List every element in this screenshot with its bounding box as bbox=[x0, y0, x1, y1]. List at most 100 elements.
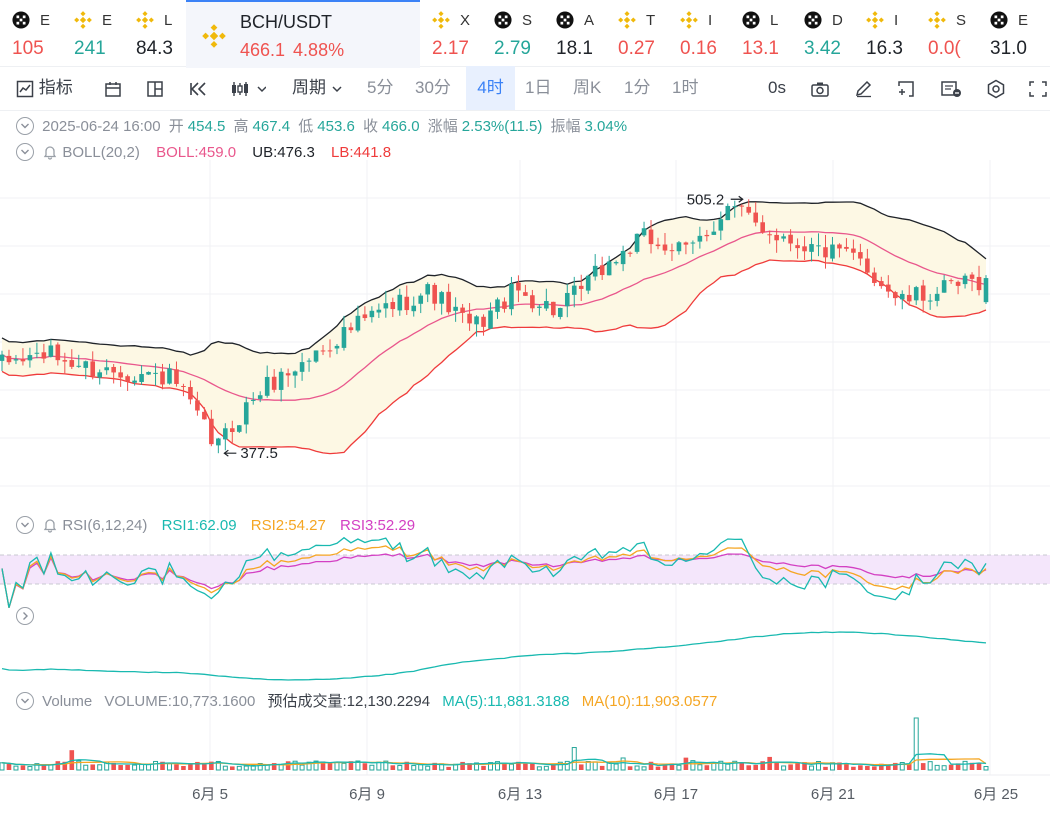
x-tick-label: 6月 17 bbox=[654, 786, 698, 803]
candle bbox=[369, 306, 375, 323]
candle-body bbox=[257, 395, 263, 399]
rsi-collapse-toggle[interactable] bbox=[16, 516, 34, 535]
period-1d[interactable]: 1日 bbox=[525, 78, 552, 97]
ohlc-low-label: 低 bbox=[298, 118, 314, 135]
candle bbox=[181, 383, 186, 397]
candle bbox=[899, 290, 905, 310]
ticker-bch-usdt[interactable]: BCH/USDT 466.1 4.88% bbox=[186, 0, 420, 68]
candle bbox=[20, 348, 26, 366]
candle-body bbox=[725, 205, 731, 221]
period-1w[interactable]: 周K bbox=[573, 78, 602, 97]
candle-body bbox=[285, 373, 291, 376]
volume-bar bbox=[913, 717, 919, 771]
boll-value: BOLL:459.0 bbox=[156, 144, 237, 161]
volume-info-line: Volume VOLUME:10,773.1600 预估成交量:12,130.2… bbox=[16, 691, 721, 713]
candle-body bbox=[530, 295, 535, 309]
candle-body bbox=[83, 361, 89, 368]
add-chart-button[interactable] bbox=[896, 66, 916, 110]
ticker-item[interactable]: I 16.3 bbox=[854, 0, 916, 66]
volume-bar bbox=[872, 766, 877, 770]
bell-icon[interactable] bbox=[42, 144, 58, 160]
ticker-item[interactable]: E 241 bbox=[62, 0, 124, 66]
candle bbox=[969, 272, 975, 292]
candle-body bbox=[509, 283, 514, 310]
volume-bar bbox=[557, 761, 563, 771]
ticker-item[interactable]: I 0.16 bbox=[668, 0, 730, 66]
candle-body bbox=[62, 360, 68, 362]
ticker-item[interactable]: E 31.0 bbox=[978, 0, 1050, 66]
volume-bar bbox=[313, 760, 319, 771]
volume-bar bbox=[369, 764, 375, 771]
ohlc-change-label: 涨幅 bbox=[427, 118, 458, 135]
ticker-price: 16.3 bbox=[866, 38, 903, 59]
volume-bar bbox=[83, 764, 89, 771]
candle-type-button[interactable] bbox=[230, 66, 267, 110]
candle bbox=[285, 368, 291, 387]
candle-body bbox=[111, 366, 116, 373]
candle bbox=[502, 297, 507, 313]
chevron-down-icon bbox=[21, 698, 29, 704]
volume-bar bbox=[467, 763, 472, 770]
candle bbox=[397, 288, 403, 316]
ticker-item[interactable]: L 13.1 bbox=[730, 0, 792, 66]
period-30m[interactable]: 30分 bbox=[415, 78, 451, 97]
ohlc-low: 453.6 bbox=[317, 118, 355, 135]
line-pane-expand-toggle[interactable] bbox=[16, 607, 34, 626]
candle bbox=[62, 352, 68, 374]
ticker-item[interactable]: S 0.0( bbox=[916, 0, 978, 66]
candle-body bbox=[955, 281, 961, 286]
candle-body bbox=[753, 212, 759, 223]
binance-icon bbox=[136, 11, 154, 29]
camera-button[interactable] bbox=[810, 66, 830, 110]
ticker-item[interactable]: E 105 bbox=[0, 0, 62, 66]
calendar-button[interactable] bbox=[104, 66, 122, 110]
bell-icon[interactable] bbox=[42, 517, 58, 533]
volume-collapse-toggle[interactable] bbox=[16, 692, 34, 711]
candle-body bbox=[948, 280, 954, 282]
period-4h[interactable]: 4时 bbox=[466, 66, 515, 110]
candle-body bbox=[229, 428, 235, 432]
settings-button[interactable] bbox=[986, 66, 1006, 110]
candle bbox=[243, 396, 249, 434]
volume-bar bbox=[851, 766, 856, 770]
screenshot-button[interactable] bbox=[940, 66, 962, 110]
ticker-item[interactable]: T 0.27 bbox=[606, 0, 668, 66]
candle-body bbox=[557, 307, 563, 317]
indicators-button[interactable]: 指标 bbox=[16, 66, 73, 110]
ticker-item[interactable]: L 84.3 bbox=[124, 0, 186, 66]
period-1m[interactable]: 1分 bbox=[624, 78, 651, 97]
candle bbox=[676, 241, 682, 255]
candle bbox=[662, 232, 668, 255]
candle bbox=[732, 200, 738, 218]
candle bbox=[760, 215, 765, 234]
volume-bar bbox=[215, 760, 221, 771]
volume-bar bbox=[132, 764, 138, 771]
candle bbox=[530, 289, 535, 313]
okx-icon bbox=[742, 11, 760, 29]
candle-body bbox=[606, 261, 612, 276]
ticker-item[interactable]: X 2.17 bbox=[420, 0, 482, 66]
candle-body bbox=[669, 250, 675, 252]
period-1h[interactable]: 1时 bbox=[672, 78, 699, 97]
ticker-item[interactable]: A 18.1 bbox=[544, 0, 606, 66]
collapse-toggle[interactable] bbox=[16, 117, 34, 136]
volume-ma10: MA(10):11,903.0577 bbox=[581, 693, 718, 710]
volume-bar bbox=[955, 763, 961, 770]
candle bbox=[704, 229, 710, 242]
expand-button[interactable] bbox=[1028, 66, 1048, 110]
candle bbox=[0, 350, 5, 372]
candle bbox=[13, 354, 19, 365]
ticker-item[interactable]: D 3.42 bbox=[792, 0, 854, 66]
draw-button[interactable] bbox=[854, 66, 874, 110]
candle-body bbox=[523, 292, 528, 296]
layout-button[interactable] bbox=[146, 66, 164, 110]
period-dropdown[interactable]: 周期 bbox=[292, 66, 343, 110]
boll-collapse-toggle[interactable] bbox=[16, 143, 34, 162]
volume-bar bbox=[188, 763, 193, 770]
binance-icon bbox=[680, 11, 698, 29]
ticker-item[interactable]: S 2.79 bbox=[482, 0, 544, 66]
candle-body bbox=[941, 280, 947, 293]
period-5m[interactable]: 5分 bbox=[367, 78, 394, 97]
replay-button[interactable] bbox=[188, 66, 210, 110]
